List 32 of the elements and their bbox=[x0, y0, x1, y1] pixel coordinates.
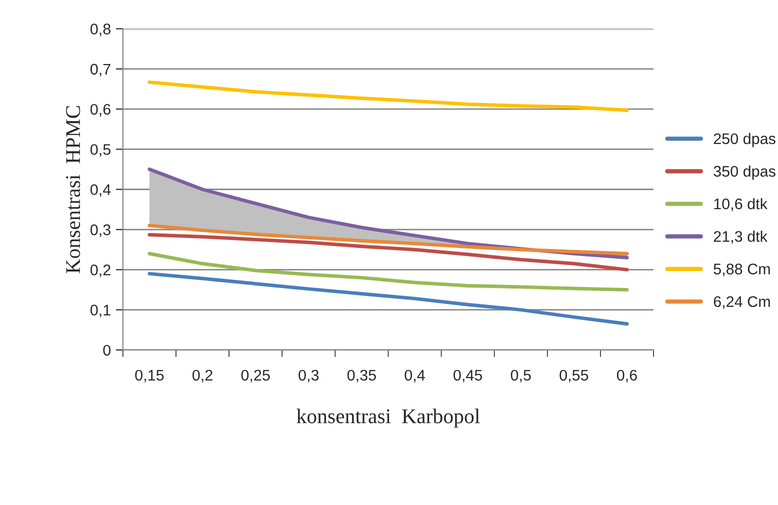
y-tick-label: 0,4 bbox=[90, 184, 111, 197]
x-tick-label: 0,55 bbox=[560, 370, 588, 382]
y-axis-title: Konsentrasi HPMC bbox=[66, 106, 80, 274]
y-tick-label: 0,3 bbox=[90, 224, 110, 238]
legend-label: 21,3 dtk bbox=[714, 230, 768, 244]
x-tick-label: 0,25 bbox=[241, 370, 270, 382]
line-series bbox=[148, 272, 629, 326]
line-series bbox=[148, 80, 629, 112]
legend-label: 250 dpas bbox=[714, 132, 776, 148]
y-tick-label: 0,6 bbox=[90, 104, 110, 117]
x-tick-label: 0,5 bbox=[510, 370, 531, 382]
x-tick-label: 0,15 bbox=[135, 370, 164, 382]
y-tick-label: 0,7 bbox=[90, 64, 110, 76]
line-series bbox=[148, 233, 629, 272]
y-tick-label: 0,8 bbox=[90, 24, 110, 36]
y-tick-label: 0,5 bbox=[90, 144, 110, 157]
x-tick-label: 0,35 bbox=[347, 370, 376, 382]
x-axis-title: konsentrasi Karbopol bbox=[296, 408, 480, 428]
legend-label: 6,24 Cm bbox=[714, 296, 770, 309]
line-series bbox=[148, 252, 629, 292]
y-tick-label: 0 bbox=[103, 344, 111, 356]
x-tick-label: 0,3 bbox=[298, 370, 319, 382]
legend-label: 350 dpas bbox=[714, 166, 776, 180]
y-tick-label: 0,1 bbox=[90, 304, 110, 318]
x-tick-label: 0,4 bbox=[404, 370, 425, 382]
legend-label: 10,6 dtk bbox=[714, 198, 768, 212]
line-series bbox=[148, 224, 629, 256]
x-tick-label: 0,6 bbox=[616, 370, 637, 382]
legend-label: 5,88 Cm bbox=[714, 264, 770, 276]
x-tick-label: 0,45 bbox=[454, 370, 482, 382]
x-tick-label: 0,2 bbox=[192, 370, 212, 382]
y-tick-label: 0,2 bbox=[90, 264, 110, 278]
